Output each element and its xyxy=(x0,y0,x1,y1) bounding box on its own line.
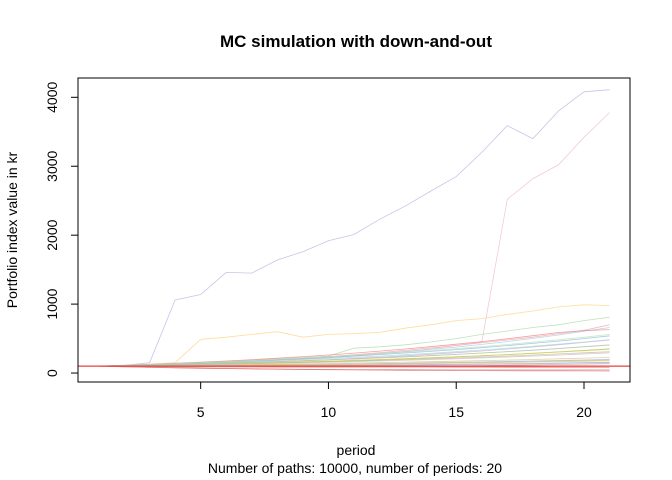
x-tick-label: 5 xyxy=(197,404,205,420)
x-tick-label: 20 xyxy=(576,404,592,420)
y-tick-label: 2000 xyxy=(44,219,60,250)
x-tick-label: 10 xyxy=(321,404,337,420)
series-line xyxy=(98,334,610,367)
y-tick-label: 0 xyxy=(44,369,60,377)
y-tick-label: 3000 xyxy=(44,150,60,181)
series-line xyxy=(98,304,610,367)
series-line xyxy=(98,89,610,367)
y-tick-label: 1000 xyxy=(44,288,60,319)
chart-title: MC simulation with down-and-out xyxy=(220,32,492,51)
chart-subtitle: Number of paths: 10000, number of period… xyxy=(208,460,502,476)
series-line xyxy=(98,329,610,367)
series-line xyxy=(98,344,610,367)
x-axis: 5 10 15 20 xyxy=(197,381,592,420)
y-axis: 0 1000 2000 3000 4000 xyxy=(44,82,79,377)
x-tick-label: 15 xyxy=(448,404,464,420)
series-line xyxy=(98,351,610,367)
series-line xyxy=(98,365,610,371)
y-axis-label: Portfolio index value in kr xyxy=(4,151,20,308)
series-lines xyxy=(98,89,610,372)
series-line xyxy=(98,112,610,367)
x-axis-label: period xyxy=(337,442,376,458)
y-tick-label: 4000 xyxy=(44,82,60,113)
